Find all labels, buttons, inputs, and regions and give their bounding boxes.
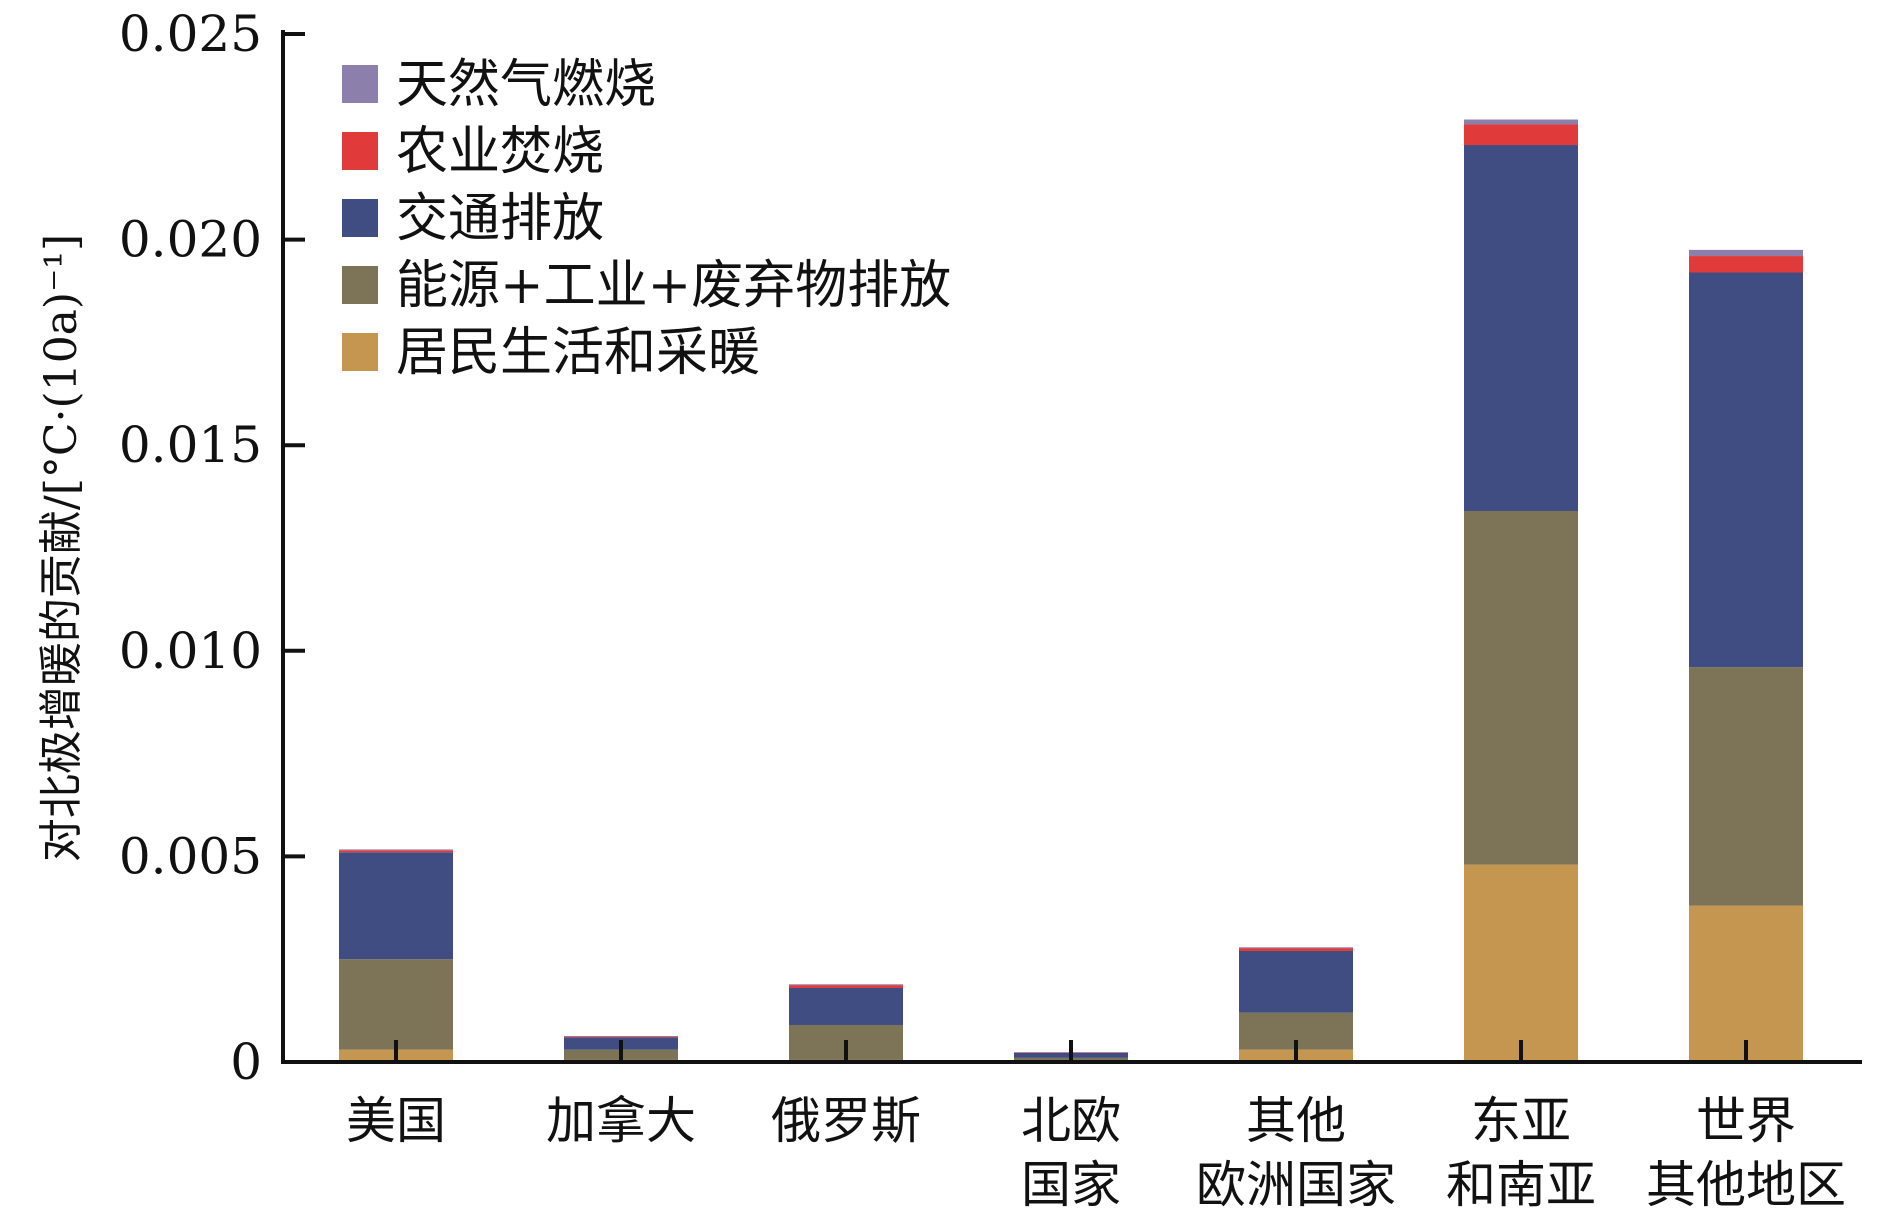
x-tick-label: 其他地区 (1646, 1156, 1846, 1214)
legend-swatch (342, 132, 378, 170)
bar-segment (339, 849, 453, 850)
bar-segment (339, 852, 453, 959)
x-tick-label: 加拿大 (546, 1092, 696, 1150)
legend-swatch (342, 266, 378, 304)
bar-segment (1464, 124, 1578, 145)
bar-segment (1689, 250, 1803, 256)
bar-segment (1239, 948, 1353, 951)
bar-segment (1689, 906, 1803, 1062)
legend-label: 农业焚烧 (396, 122, 604, 182)
legend-label: 能源+工业+废弃物排放 (396, 256, 951, 316)
x-tick-label: 美国 (346, 1092, 446, 1150)
bar-segment (339, 850, 453, 852)
x-tick-label: 俄罗斯 (771, 1092, 921, 1150)
legend-swatch (342, 333, 378, 371)
bar-segment (789, 988, 903, 1025)
x-tick-label: 其他 (1246, 1092, 1346, 1150)
bar-segment (1464, 511, 1578, 865)
bar-segment (1239, 951, 1353, 1013)
y-tick-label: 0.020 (119, 211, 262, 269)
bar-segment (789, 984, 903, 985)
bar-segment (1689, 272, 1803, 667)
legend-swatch (342, 65, 378, 103)
x-tick-label: 北欧 (1021, 1092, 1121, 1150)
bar-segment (339, 959, 453, 1049)
y-tick-label: 0 (230, 1033, 262, 1091)
bar-segment (1689, 256, 1803, 272)
legend-label: 交通排放 (396, 189, 604, 249)
legend-label: 居民生活和采暖 (396, 323, 760, 383)
legend-swatch (342, 199, 378, 237)
x-tick-label: 东亚 (1471, 1092, 1571, 1150)
y-tick-label: 0.005 (119, 827, 262, 885)
bar-segment (1689, 667, 1803, 905)
bar-segment (1464, 145, 1578, 511)
bar-segment (1464, 120, 1578, 125)
legend-label: 天然气燃烧 (396, 55, 656, 115)
x-tick-label: 国家 (1021, 1156, 1121, 1214)
bar-segment (789, 985, 903, 988)
bar-segment (1464, 865, 1578, 1062)
y-axis-title: 对北极增暖的贡献/[°C·(10a)⁻¹] (36, 234, 87, 862)
y-tick-label: 0.025 (119, 5, 262, 63)
y-tick-label: 0.015 (119, 416, 262, 474)
x-tick-label: 世界 (1696, 1092, 1796, 1150)
bar-segment (564, 1037, 678, 1038)
x-tick-label: 和南亚 (1446, 1156, 1596, 1214)
x-tick-label: 欧洲国家 (1196, 1156, 1396, 1214)
y-tick-label: 0.010 (119, 622, 262, 680)
bar-segment (1239, 947, 1353, 948)
